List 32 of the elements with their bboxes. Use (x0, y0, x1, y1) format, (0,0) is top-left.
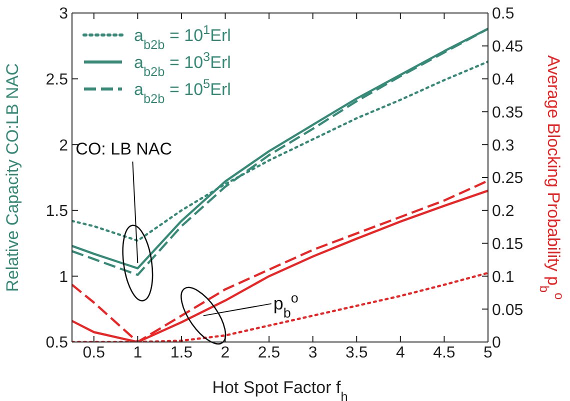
y2-tick-label: 0 (492, 334, 501, 352)
x-tick-label: 1.5 (170, 344, 193, 362)
y-tick-label: 2.5 (46, 71, 68, 88)
x-tick-label: 4 (396, 344, 405, 362)
legend-label: a$_{b2b}$ = 10$^{5}$Erl (134, 76, 231, 106)
y-tick-label: 3 (59, 6, 68, 23)
annotation: CO: LB NAC (76, 140, 172, 159)
y-tick-label: 1.5 (46, 203, 68, 220)
y2-tick-label: 0.05 (492, 302, 524, 319)
x-tick-label: 3.5 (346, 344, 368, 362)
y-tick-label: 2 (59, 137, 68, 154)
y2-tick-label: 0.3 (492, 137, 514, 154)
y2-tick-label: 0.25 (492, 170, 524, 188)
y2-tick-label: 0.4 (492, 71, 514, 88)
y2-tick-label: 0.45 (492, 38, 524, 56)
y2-tick-label: 0.2 (492, 203, 514, 220)
x-axis-title: Hot Spot Factor f$_{h}$ (212, 378, 348, 401)
x-tick-label: 0.5 (82, 344, 106, 362)
y2-tick-label: 0.5 (492, 6, 514, 23)
x-tick-label: 2.5 (258, 344, 280, 362)
y-tick-label: 1 (59, 268, 68, 286)
x-tick-label: 1 (133, 344, 142, 362)
x-tick-label: 3 (308, 344, 318, 362)
x-tick-label: 5 (484, 344, 493, 362)
y2-tick-label: 0.15 (492, 236, 524, 253)
y2-tick-label: 0.1 (492, 268, 514, 286)
legend-label: a$_{b2b}$ = 10$^{1}$Erl (134, 22, 231, 52)
y2-tick-label: 0.35 (492, 104, 524, 122)
x-tick-label: 2 (220, 344, 230, 362)
legend-label: a$_{b2b}$ = 10$^{3}$Erl (134, 48, 231, 78)
x-tick-label: 4.5 (433, 344, 456, 362)
y-axis-title: Relative Capacity CO:LB NAC (3, 63, 22, 292)
